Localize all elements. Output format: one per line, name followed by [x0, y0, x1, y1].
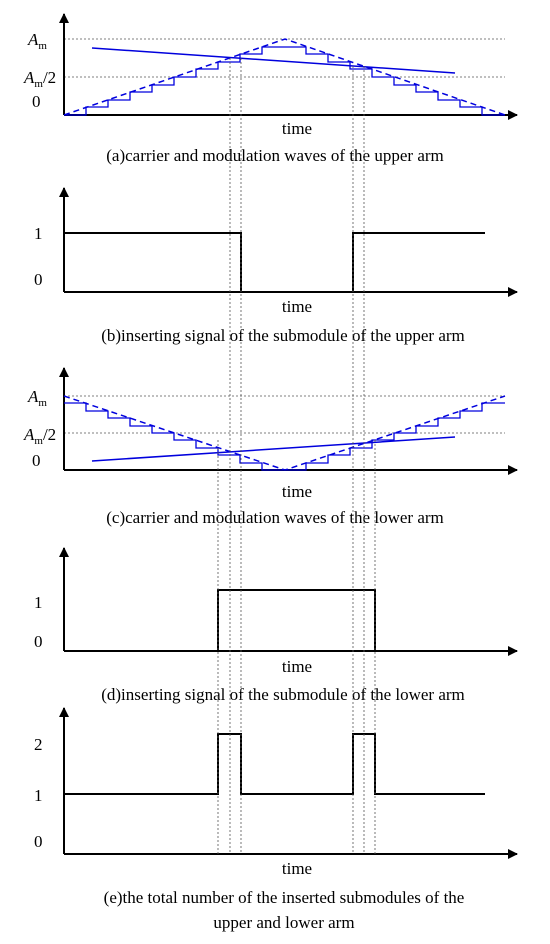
panel-d-insert-signal [64, 589, 485, 652]
caption-a: (a)carrier and modulation waves of the u… [106, 146, 444, 165]
panel-b-x-label: time [282, 297, 312, 316]
panel-a-staircase-carrier [64, 46, 505, 116]
panel-c-y-label-am-half: Am/2 [23, 425, 56, 447]
panel-d-x-label: time [282, 657, 312, 676]
caption-e-line1: (e)the total number of the inserted subm… [104, 888, 465, 907]
panel-c-x-label: time [282, 482, 312, 501]
svg-text:Am/2: Am/2 [23, 68, 56, 90]
panel-b-y-label-zero: 0 [34, 270, 43, 289]
panel-b-insert-signal [64, 232, 485, 293]
svg-text:Am: Am [27, 30, 47, 52]
panel-e: 2 1 0 time (e)the total number of the in… [34, 707, 518, 932]
panel-c-y-label-am: Am [27, 387, 47, 409]
caption-d: (d)inserting signal of the submodule of … [101, 685, 465, 704]
caption-b: (b)inserting signal of the submodule of … [101, 326, 465, 345]
panel-d-y-label-zero: 0 [34, 632, 43, 651]
panel-e-y-label-two: 2 [34, 735, 43, 754]
panel-e-y-label-one: 1 [34, 786, 43, 805]
svg-text:Am/2: Am/2 [23, 425, 56, 447]
panel-c-staircase-carrier [64, 402, 505, 471]
panel-c-guides [64, 395, 505, 434]
transition-guides [217, 58, 376, 854]
svg-text:Am: Am [27, 387, 47, 409]
caption-c: (c)carrier and modulation waves of the l… [106, 508, 444, 527]
panel-a-carrier-triangle [63, 38, 506, 116]
panel-b: 1 0 time (b)inserting signal of the subm… [34, 187, 518, 345]
panel-e-y-label-zero: 0 [34, 832, 43, 851]
panel-a: Am Am/2 0 time (a)carrier and modulation… [23, 13, 518, 165]
panel-c-modulation-wave [91, 436, 456, 462]
panel-a-y-label-am-half: Am/2 [23, 68, 56, 90]
panel-b-y-label-one: 1 [34, 224, 43, 243]
panel-a-x-label: time [282, 119, 312, 138]
panel-c-y-label-zero: 0 [32, 451, 41, 470]
panel-e-x-label: time [282, 859, 312, 878]
panel-e-total-signal [64, 733, 485, 795]
panel-a-y-label-zero: 0 [32, 92, 41, 111]
caption-e-line2: upper and lower arm [213, 913, 354, 932]
panel-d-y-label-one: 1 [34, 593, 43, 612]
panel-d: 1 0 time (d)inserting signal of the subm… [34, 547, 518, 704]
panel-c: Am Am/2 0 time (c)carrier and modulation… [23, 367, 518, 527]
panel-a-modulation-wave [91, 47, 456, 74]
panel-a-y-label-am: Am [27, 30, 47, 52]
